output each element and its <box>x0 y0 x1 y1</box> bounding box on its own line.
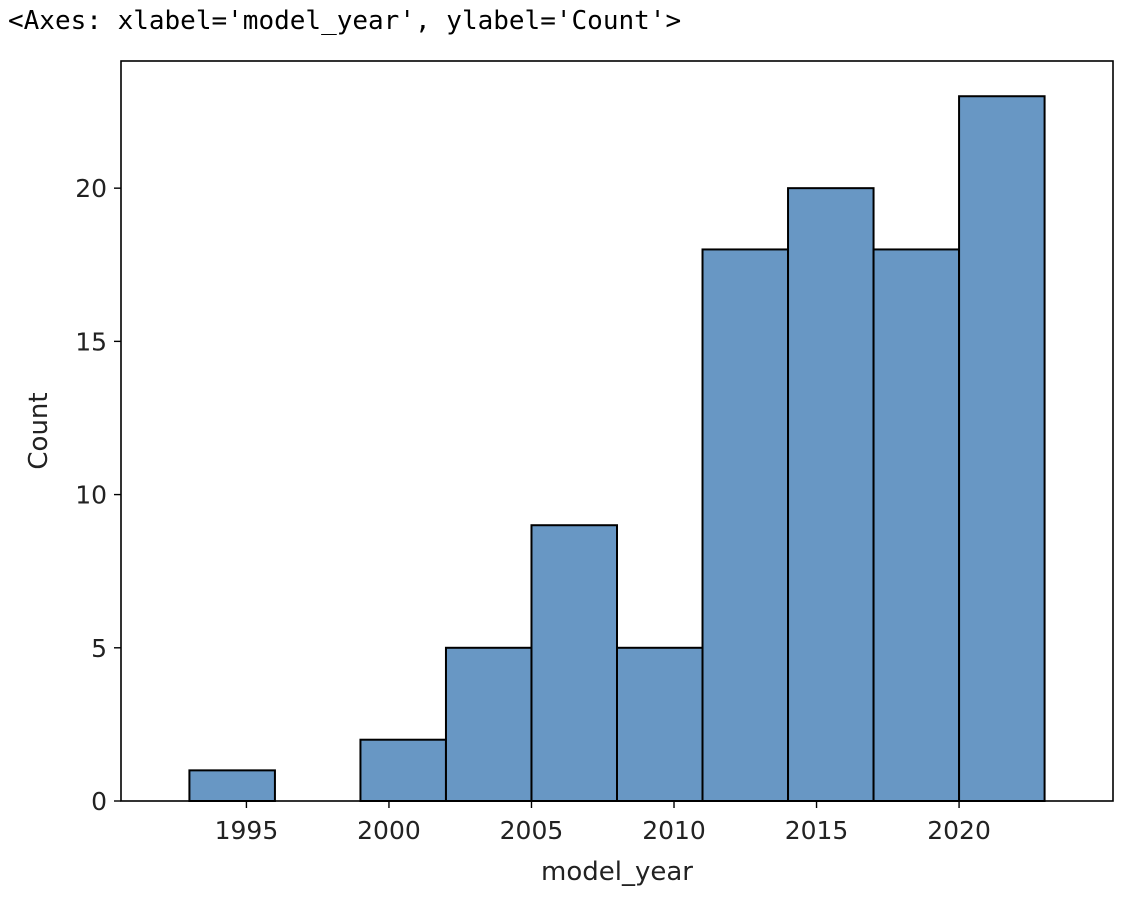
x-tick-label: 2005 <box>500 816 564 845</box>
y-axis-label: Count <box>24 392 54 469</box>
x-axis-label: model_year <box>541 857 693 887</box>
x-tick-label: 2015 <box>785 816 849 845</box>
histogram-bar <box>444 646 533 802</box>
histogram-bar <box>530 524 619 803</box>
x-tick-label: 2000 <box>357 816 421 845</box>
y-tick-label: 5 <box>91 634 107 663</box>
y-axis-ticks: 0 5 10 15 20 <box>75 174 121 816</box>
x-axis-ticks: 1995 2000 2005 2010 2015 2020 <box>215 801 991 845</box>
histogram-bar <box>787 187 875 802</box>
histogram-bar <box>359 738 447 803</box>
output-repr-text: <Axes: xlabel='model_year', ylabel='Coun… <box>8 6 682 36</box>
x-tick-label: 1995 <box>215 816 279 845</box>
y-tick-label: 10 <box>75 481 107 510</box>
y-tick-label: 15 <box>75 327 107 356</box>
histogram-bar <box>872 248 961 802</box>
histogram-bar <box>958 95 1046 802</box>
histogram-bar <box>188 769 276 802</box>
y-tick-label: 20 <box>75 174 107 203</box>
histogram-bar <box>701 248 790 802</box>
histogram-bars <box>188 95 1046 803</box>
histogram-bar <box>616 646 704 802</box>
x-tick-label: 2020 <box>927 816 991 845</box>
axes-frame <box>120 60 1114 802</box>
y-tick-label: 0 <box>91 787 107 816</box>
x-tick-label: 2010 <box>642 816 706 845</box>
